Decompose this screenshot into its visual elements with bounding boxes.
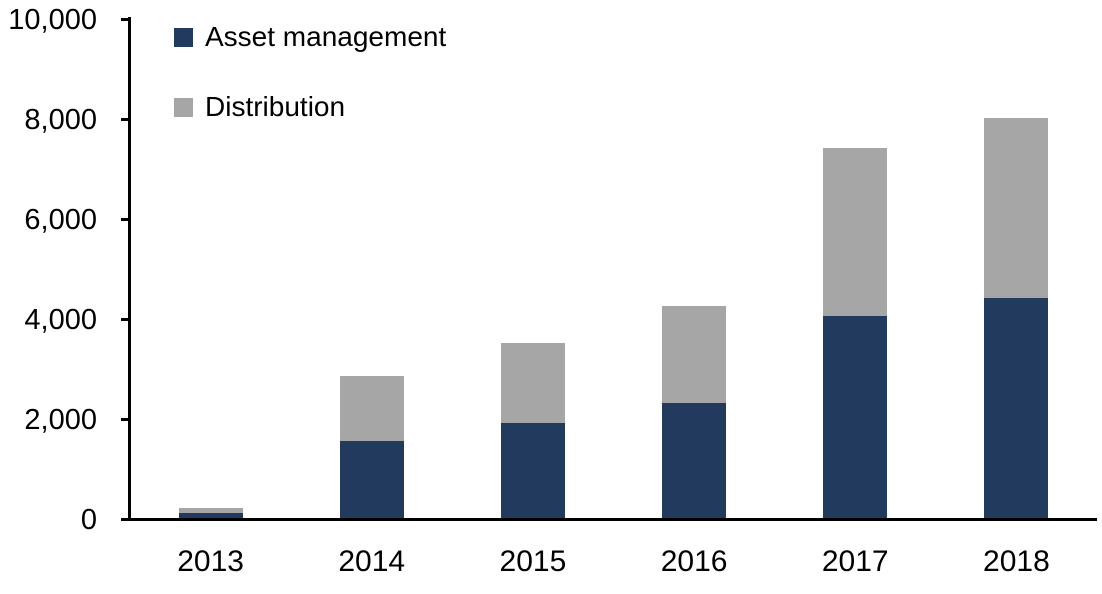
y-axis-tick-10-000 [121,18,131,21]
x-axis-label-2013: 2013 [177,545,244,578]
bar-segment-asset-management-2018 [984,298,1049,518]
legend-item-distribution: Distribution [174,90,446,124]
bar-segment-distribution-2018 [984,118,1049,298]
y-axis-tick-2-000 [121,418,131,421]
bar-segment-distribution-2015 [500,343,565,423]
y-axis-label-2-000: 2,000 [24,403,97,436]
y-axis-label-6-000: 6,000 [24,203,97,236]
bar-segment-distribution-2014 [339,375,404,441]
legend: Asset management Distribution [174,20,446,160]
y-axis-label-4-000: 4,000 [24,303,97,336]
x-axis-label-2016: 2016 [660,545,728,578]
x-axis-line [122,518,1097,521]
bar-segment-asset-management-2014 [339,440,404,518]
legend-label-distribution: Distribution [205,91,346,122]
y-axis-tick-0 [121,518,131,521]
y-axis-tick-4-000 [121,318,131,321]
bar-segment-asset-management-2016 [662,403,727,518]
x-axis-label-2015: 2015 [499,545,567,578]
bar-segment-distribution-2017 [823,148,888,316]
bar-segment-distribution-2013 [178,508,243,513]
y-axis-line [128,17,131,521]
x-axis-label-2017: 2017 [821,545,889,578]
x-axis-label-2018: 2018 [983,545,1050,578]
legend-label-asset-management: Asset management [205,21,447,52]
x-axis-label-2014: 2014 [338,545,406,578]
y-axis-tick-6-000 [121,218,131,221]
bar-segment-asset-management-2013 [178,513,243,518]
y-axis-label-10-000: 10,000 [8,3,97,36]
legend-swatch-distribution [174,97,193,117]
bar-segment-distribution-2016 [662,305,727,403]
legend-swatch-asset-management [174,27,193,47]
y-axis-tick-8-000 [121,118,131,121]
legend-item-asset-management: Asset management [174,20,446,54]
bar-segment-asset-management-2017 [823,315,888,518]
bar-segment-asset-management-2015 [500,423,565,518]
y-axis-label-0: 0 [80,503,97,536]
y-axis-label-8-000: 8,000 [24,103,97,136]
